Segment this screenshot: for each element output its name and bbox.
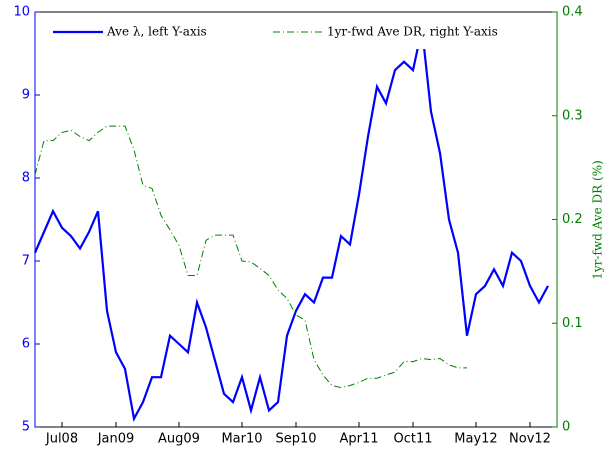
series-line (34, 125, 467, 389)
legend-box (36, 13, 556, 49)
legend-label: Ave λ, left Y-axis (106, 25, 207, 39)
x-tick-label: Nov12 (509, 432, 551, 447)
x-tick-label: Aug09 (158, 432, 200, 447)
y2-tick-label: 0.3 (562, 108, 583, 123)
y-tick-label: 7 (22, 254, 30, 269)
y2-tick-label: 0.4 (562, 5, 583, 20)
x-tick-label: Oct11 (393, 432, 432, 447)
x-tick-label: Jan09 (97, 432, 135, 447)
plot-area (34, 11, 558, 428)
x-tick-label: May12 (454, 432, 497, 447)
y-tick-label: 9 (22, 88, 30, 103)
x-tick-label: Apr11 (339, 432, 378, 447)
y2-tick-label: 0.2 (562, 212, 583, 227)
y-tick-label: 8 (22, 171, 30, 186)
y2-tick-label: 0 (562, 420, 570, 435)
y-tick-label: 5 (22, 420, 30, 435)
y2-tick-label: 0.1 (562, 316, 583, 331)
legend-label: 1yr-fwd Ave DR, right Y-axis (327, 25, 498, 39)
y-tick-label: 10 (13, 5, 30, 20)
x-tick-label: Mar10 (221, 432, 262, 447)
x-tick-label: Jul08 (45, 432, 78, 447)
y-tick-label: 6 (22, 337, 30, 352)
y2-axis-label: 1yr-fwd Ave DR (%) (591, 160, 605, 280)
series-line (33, 28, 549, 422)
x-tick-label: Sep10 (275, 432, 316, 447)
